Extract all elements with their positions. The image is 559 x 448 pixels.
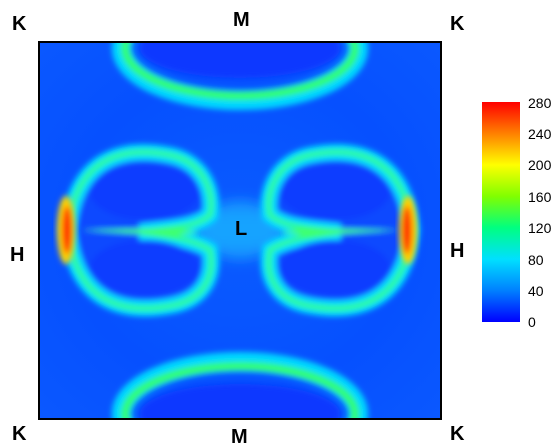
colorbar-tick: 200 xyxy=(528,157,552,173)
label-left-mid: H xyxy=(10,244,25,266)
colorbar-tick: 80 xyxy=(528,252,544,268)
top-arc-feature xyxy=(112,42,368,110)
colorbar-tick: 120 xyxy=(528,220,552,236)
label-bottom-mid: M xyxy=(231,426,248,448)
label-corner-top-left: K xyxy=(12,13,27,35)
colorbar-tick: 0 xyxy=(528,314,536,330)
label-corner-bottom-right: K xyxy=(450,423,465,445)
colorbar xyxy=(482,102,520,322)
heatmap-field xyxy=(39,42,441,419)
right-edge-peak xyxy=(399,196,417,264)
left-edge-peak xyxy=(57,196,75,264)
plot-frame xyxy=(38,41,442,420)
label-corner-top-right: K xyxy=(450,13,465,35)
label-corner-bottom-left: K xyxy=(12,423,27,445)
label-top-mid: M xyxy=(233,9,250,31)
right-lobe-feature xyxy=(260,144,421,317)
colorbar-tick: 240 xyxy=(528,126,552,142)
colorbar-tick: 280 xyxy=(528,95,552,111)
label-right-mid: H xyxy=(450,240,465,262)
bottom-arc-feature xyxy=(112,352,368,419)
label-center: L xyxy=(235,218,248,240)
left-lobe-feature xyxy=(59,144,220,317)
colorbar-tick: 160 xyxy=(528,189,552,205)
colorbar-tick: 40 xyxy=(528,283,544,299)
